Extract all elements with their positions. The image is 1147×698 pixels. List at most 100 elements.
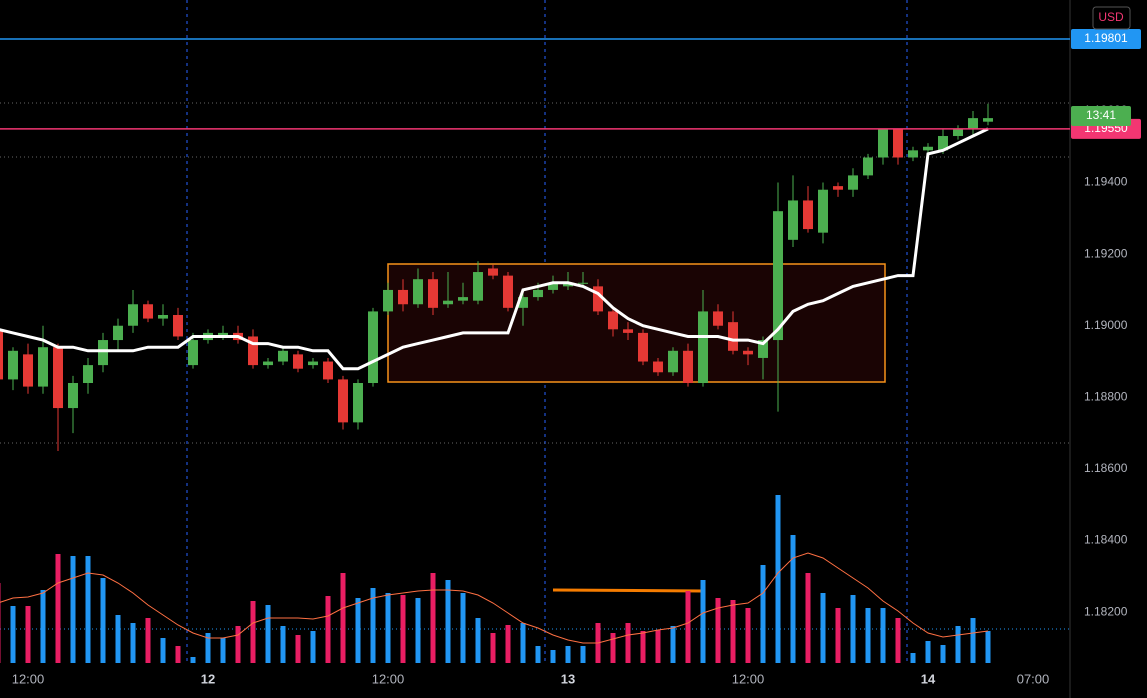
candle-body — [608, 311, 618, 330]
volume-bar — [700, 580, 706, 663]
candle-body — [953, 128, 963, 137]
volume-bar — [640, 631, 646, 663]
price-label: 1.19801 — [1084, 31, 1128, 45]
volume-bar — [190, 657, 196, 663]
volume-bar — [250, 601, 256, 663]
volume-bar — [760, 565, 766, 663]
moving-average — [0, 127, 989, 371]
volume-bar — [355, 598, 361, 663]
candle-body — [188, 340, 198, 366]
volume-ma — [0, 552, 989, 644]
candle-body — [338, 379, 348, 423]
candle-body — [263, 361, 273, 366]
candle-body — [623, 329, 633, 333]
volume-bar — [430, 573, 436, 663]
candle-body — [518, 297, 528, 308]
candle-body — [308, 361, 318, 366]
volume-bar — [745, 608, 751, 663]
volume-bar — [205, 633, 211, 663]
candle-body — [863, 157, 873, 176]
currency[interactable]: USD — [1098, 10, 1124, 24]
x-tick-label: 12:00 — [372, 671, 405, 686]
volume-bar — [730, 600, 736, 663]
volume-bar — [280, 626, 286, 663]
candle-body — [323, 361, 333, 380]
candle-body — [368, 311, 378, 384]
candle-body — [443, 300, 453, 305]
volume-bar — [925, 641, 931, 663]
volume-bar — [340, 573, 346, 663]
volume-bar — [895, 618, 901, 663]
volume-bar — [475, 618, 481, 663]
candle-body — [653, 361, 663, 373]
volume-bar — [985, 631, 991, 663]
candle-body — [533, 289, 543, 298]
candle-body — [68, 383, 78, 409]
candle-body — [563, 282, 573, 287]
candle-body — [788, 200, 798, 240]
volume-bar — [610, 633, 616, 663]
volume-bar — [415, 598, 421, 663]
candle-body — [758, 340, 768, 358]
candle-body — [413, 279, 423, 305]
volume-bar — [820, 593, 826, 663]
volume-bar — [25, 606, 31, 663]
candle-body — [173, 314, 183, 337]
candle-body — [923, 146, 933, 151]
volume-bar — [160, 638, 166, 663]
candle-body — [293, 354, 303, 369]
volume-bar — [850, 595, 856, 663]
currency-box[interactable] — [1092, 6, 1131, 30]
candle-body — [53, 347, 63, 409]
volume-bar — [655, 630, 661, 663]
candle-body — [728, 322, 738, 351]
volume-bar — [910, 653, 916, 663]
volume-bar — [565, 646, 571, 663]
countdown: 13:41 — [1086, 108, 1116, 122]
volume-bar — [115, 615, 121, 663]
candle-body — [0, 329, 3, 380]
volume-bar — [880, 608, 886, 663]
volume-bar — [55, 554, 61, 663]
volume-bar — [550, 650, 556, 663]
candle-body — [83, 365, 93, 384]
candle-body — [353, 383, 363, 423]
volume-bar — [775, 495, 781, 663]
y-tick-label: 1.18600 — [1084, 461, 1128, 475]
volume-bar — [310, 631, 316, 663]
volume-bar — [460, 593, 466, 663]
candle-body — [683, 350, 693, 384]
x-tick-label: 12:00 — [12, 671, 45, 686]
y-tick-label: 1.18400 — [1084, 533, 1128, 547]
price-badge — [1071, 29, 1141, 50]
volume-bar — [400, 595, 406, 663]
volume-bar — [385, 593, 391, 663]
candle-body — [428, 279, 438, 308]
candle-body — [938, 136, 948, 151]
volume-bar — [715, 598, 721, 663]
candle-body — [458, 297, 468, 301]
x-tick-label: 14 — [921, 671, 936, 686]
candle-body — [578, 282, 588, 284]
volume-bar — [100, 578, 106, 663]
volume-bar — [445, 580, 451, 663]
volume-bar — [940, 645, 946, 663]
candle-body — [488, 268, 498, 276]
candle-body — [638, 332, 648, 362]
candle-body — [113, 325, 123, 341]
candle-body — [218, 332, 228, 337]
volume-bar — [175, 646, 181, 663]
candle-body — [713, 311, 723, 326]
candle-body — [143, 304, 153, 319]
candle-body — [38, 347, 48, 387]
trend-line — [552, 588, 704, 593]
candle-body — [848, 175, 858, 190]
y-tick-label: 1.19400 — [1084, 175, 1128, 189]
volume-bar — [670, 626, 676, 663]
volume-bar — [325, 596, 331, 663]
volume-bar — [0, 583, 1, 663]
candle-body — [803, 200, 813, 230]
candle-body — [8, 350, 18, 380]
candle-body — [473, 272, 483, 301]
